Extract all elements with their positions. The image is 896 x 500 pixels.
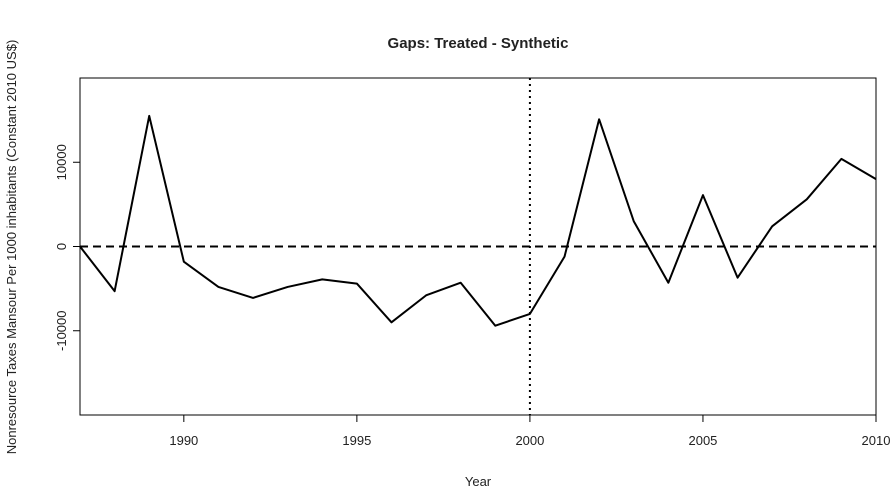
y-tick-label: -10000	[54, 311, 69, 351]
chart-title: Gaps: Treated - Synthetic	[388, 35, 569, 52]
x-axis-label: Year	[465, 474, 492, 489]
data-line	[79, 114, 877, 327]
x-tick-label: 1995	[342, 433, 371, 448]
y-tick-label: 0	[54, 243, 69, 250]
y-axis-label: Nonresource Taxes Mansour Per 1000 inhab…	[4, 40, 19, 455]
x-tick-label: 2010	[862, 433, 891, 448]
y-tick-label: 10000	[54, 144, 69, 180]
x-tick-label: 1990	[169, 433, 198, 448]
x-tick-label: 2005	[688, 433, 717, 448]
x-tick-label: 2000	[515, 433, 544, 448]
